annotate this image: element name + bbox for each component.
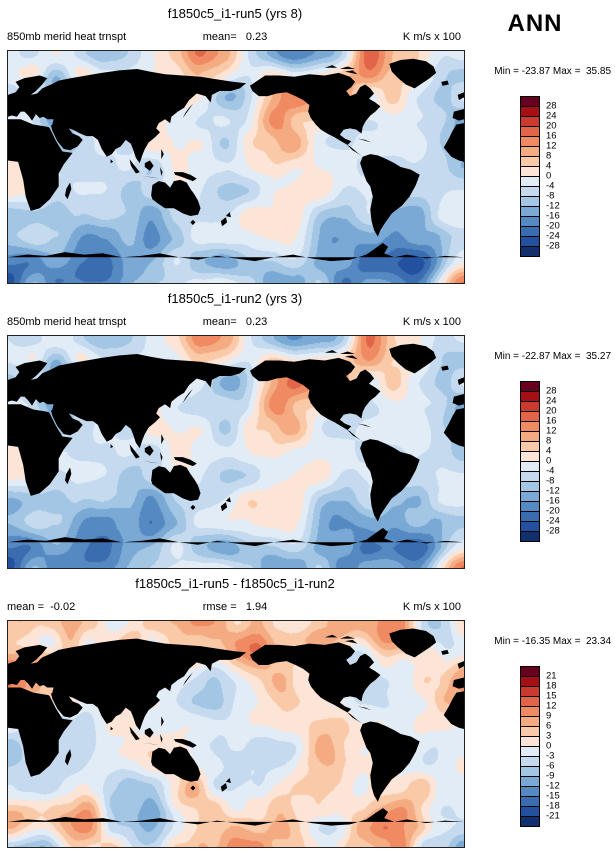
colorbar-tick-label: 4 (546, 445, 552, 457)
colorbar-cell (520, 246, 540, 257)
colorbar-tick-label: -18 (546, 800, 560, 812)
colorbar-tick-label: 0 (546, 170, 552, 182)
colorbar-tick-label: 16 (546, 130, 557, 142)
colorbar-tick-label: -9 (546, 770, 555, 782)
colorbar-tick-label: 0 (546, 455, 552, 467)
coastline-overlay (8, 343, 464, 547)
panel-run5: f1850c5_i1-run5 (yrs 8) 850mb merid heat… (0, 0, 615, 287)
colorbar-tick-label: 24 (546, 110, 557, 122)
map-run5 (7, 50, 465, 284)
colorbar-tick-label: 12 (546, 140, 557, 152)
minmax-stat: Min = -22.87 Max = 35.27 (494, 351, 611, 362)
colorbar-tick-label: -24 (546, 515, 560, 527)
colorbar-tick-label: 28 (546, 100, 557, 112)
colorbar-tick-label: 15 (546, 690, 557, 702)
colorbar-tick-label: 9 (546, 710, 552, 722)
colorbar-tick-label: -12 (546, 200, 560, 212)
colorbar-tick-label: -16 (546, 495, 560, 507)
panel-title: f1850c5_i1-run5 (yrs 8) (167, 6, 303, 21)
colorbar-tick-label: 12 (546, 700, 557, 712)
coastline-overlay (8, 58, 464, 262)
map-run2 (7, 335, 465, 569)
coastline-overlay (8, 628, 464, 826)
colorbar-tick-label: -16 (546, 210, 560, 222)
colorbar: 28 24 20 16 12 8 4 0 -4 -8 -12 -16 -20 -24 -28 (520, 96, 590, 266)
colorbar-tick-label: -6 (546, 760, 555, 772)
colorbar-tick-label: -20 (546, 220, 560, 232)
colorbar-tick-label: 20 (546, 120, 557, 132)
panel-header: mean = -0.02 rmse = 1.94 K m/s x 100 (7, 601, 463, 615)
colorbar-tick-label: -20 (546, 505, 560, 517)
colorbar-tick-label: -21 (546, 810, 560, 822)
panel-title: f1850c5_i1-run5 - f1850c5_i1-run2 (135, 576, 335, 591)
variable-label: 850mb merid heat trnspt (7, 31, 127, 43)
colorbar-tick-label: 24 (546, 395, 557, 407)
colorbar-tick-label: -4 (546, 180, 555, 192)
colorbar-tick-label: 28 (546, 385, 557, 397)
units-label: K m/s x 100 (402, 31, 461, 43)
rmse-stat: rmse = 1.94 (202, 601, 268, 613)
colorbar-tick-label: 3 (546, 730, 552, 742)
colorbar-tick-label: 18 (546, 680, 557, 692)
colorbar-tick-label: -8 (546, 475, 555, 487)
panel-header: 850mb merid heat trnspt mean= 0.23 K m/s… (7, 31, 463, 45)
colorbar: 21 18 15 12 9 6 3 0 -3 -6 -9 -12 -15 -18 -21 (520, 666, 590, 836)
season-label: ANN (507, 10, 563, 37)
colorbar-tick-label: 8 (546, 435, 552, 447)
colorbar-tick-label: -28 (546, 525, 560, 537)
colorbar-cells (520, 381, 540, 542)
panel-difference: f1850c5_i1-run5 - f1850c5_i1-run2 mean =… (0, 570, 615, 857)
panel-header: 850mb merid heat trnspt mean= 0.23 K m/s… (7, 316, 463, 330)
colorbar-tick-label: 16 (546, 415, 557, 427)
colorbar-tick-label: -4 (546, 465, 555, 477)
colorbar-tick-label: 8 (546, 150, 552, 162)
mean-stat: mean = -0.02 (7, 601, 76, 613)
panel-run2: f1850c5_i1-run2 (yrs 3) 850mb merid heat… (0, 285, 615, 572)
colorbar-cells (520, 96, 540, 257)
units-label: K m/s x 100 (402, 316, 461, 328)
colorbar-tick-label: 12 (546, 425, 557, 437)
colorbar-tick-label: -12 (546, 485, 560, 497)
colorbar-tick-label: 0 (546, 740, 552, 752)
mean-stat: mean= 0.23 (202, 316, 268, 328)
colorbar: 28 24 20 16 12 8 4 0 -4 -8 -12 -16 -20 -24 -28 (520, 381, 590, 551)
colorbar-tick-label: -12 (546, 780, 560, 792)
map-difference (7, 620, 465, 848)
colorbar-tick-label: 6 (546, 720, 552, 732)
minmax-stat: Min = -16.35 Max = 23.34 (494, 636, 611, 647)
colorbar-tick-label: -3 (546, 750, 555, 762)
panel-title: f1850c5_i1-run2 (yrs 3) (167, 291, 303, 306)
variable-label: 850mb merid heat trnspt (7, 316, 127, 328)
colorbar-cell (520, 816, 540, 827)
units-label: K m/s x 100 (402, 601, 461, 613)
colorbar-tick-label: -15 (546, 790, 560, 802)
minmax-stat: Min = -23.87 Max = 35.85 (494, 66, 611, 77)
colorbar-tick-label: -24 (546, 230, 560, 242)
colorbar-tick-label: -28 (546, 240, 560, 252)
colorbar-tick-label: 4 (546, 160, 552, 172)
colorbar-tick-label: -8 (546, 190, 555, 202)
mean-stat: mean= 0.23 (202, 31, 268, 43)
colorbar-cell (520, 531, 540, 542)
colorbar-tick-label: 20 (546, 405, 557, 417)
colorbar-cells (520, 666, 540, 827)
colorbar-tick-label: 21 (546, 670, 557, 682)
